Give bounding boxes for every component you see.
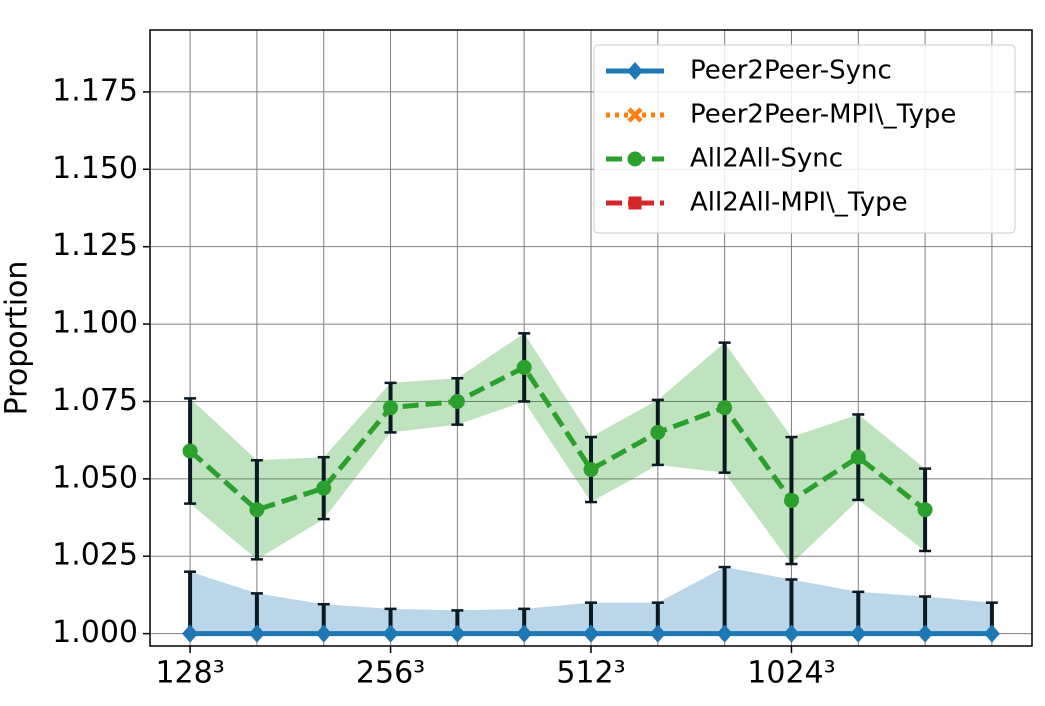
marker (850, 449, 866, 465)
y-tick-label: 1.025 (52, 538, 138, 573)
marker (717, 400, 733, 416)
x-tick-label: 1024³ (747, 656, 835, 691)
y-tick-label: 1.000 (52, 615, 138, 650)
marker (315, 624, 332, 643)
error-bar (718, 565, 731, 634)
marker (627, 151, 643, 167)
y-tick-label: 1.075 (52, 383, 138, 418)
error-band (190, 333, 926, 564)
y-axis-label: Proportion (0, 261, 35, 416)
error-bar (785, 578, 798, 634)
legend: Peer2Peer-Sync Peer2Peer-MPI\_Type All2All… (593, 44, 1016, 234)
marker (382, 624, 399, 643)
marker (516, 624, 533, 643)
marker (716, 624, 733, 643)
marker (627, 107, 643, 123)
error-bar (184, 570, 197, 634)
x-tick-label: 512³ (556, 656, 625, 691)
marker (917, 624, 934, 643)
marker (583, 462, 599, 478)
plot-frame (149, 29, 1033, 647)
y-tick-label: 1.175 (52, 73, 138, 108)
marker (248, 624, 265, 643)
marker (449, 624, 466, 643)
y-tick-label: 1.150 (52, 151, 138, 186)
legend-label: Peer2Peer-MPI\_Type (690, 100, 956, 130)
y-tick-label: 1.050 (52, 460, 138, 495)
marker (650, 424, 666, 440)
legend-label: All2All-Sync (690, 144, 843, 174)
marker (516, 359, 532, 375)
x-tick-label: 128³ (155, 656, 224, 691)
marker (583, 624, 599, 643)
marker (850, 624, 867, 643)
legend-label: Peer2Peer-Sync (690, 56, 892, 86)
marker (383, 400, 399, 416)
marker (783, 493, 799, 509)
marker (316, 480, 332, 496)
marker (449, 393, 465, 409)
marker (649, 624, 666, 643)
legend-label: All2All-MPI\_Type (690, 188, 908, 218)
marker (627, 62, 643, 80)
marker (182, 624, 199, 643)
series-line (188, 364, 927, 513)
legend-box (593, 44, 1016, 234)
marker (249, 502, 265, 518)
marker (182, 443, 198, 459)
marker (628, 196, 642, 210)
x-tick-label: 256³ (356, 656, 425, 691)
marker (917, 502, 933, 518)
y-tick-label: 1.100 (52, 306, 138, 341)
marker (783, 624, 800, 643)
marker (983, 624, 1000, 643)
y-tick-label: 1.125 (52, 228, 138, 263)
